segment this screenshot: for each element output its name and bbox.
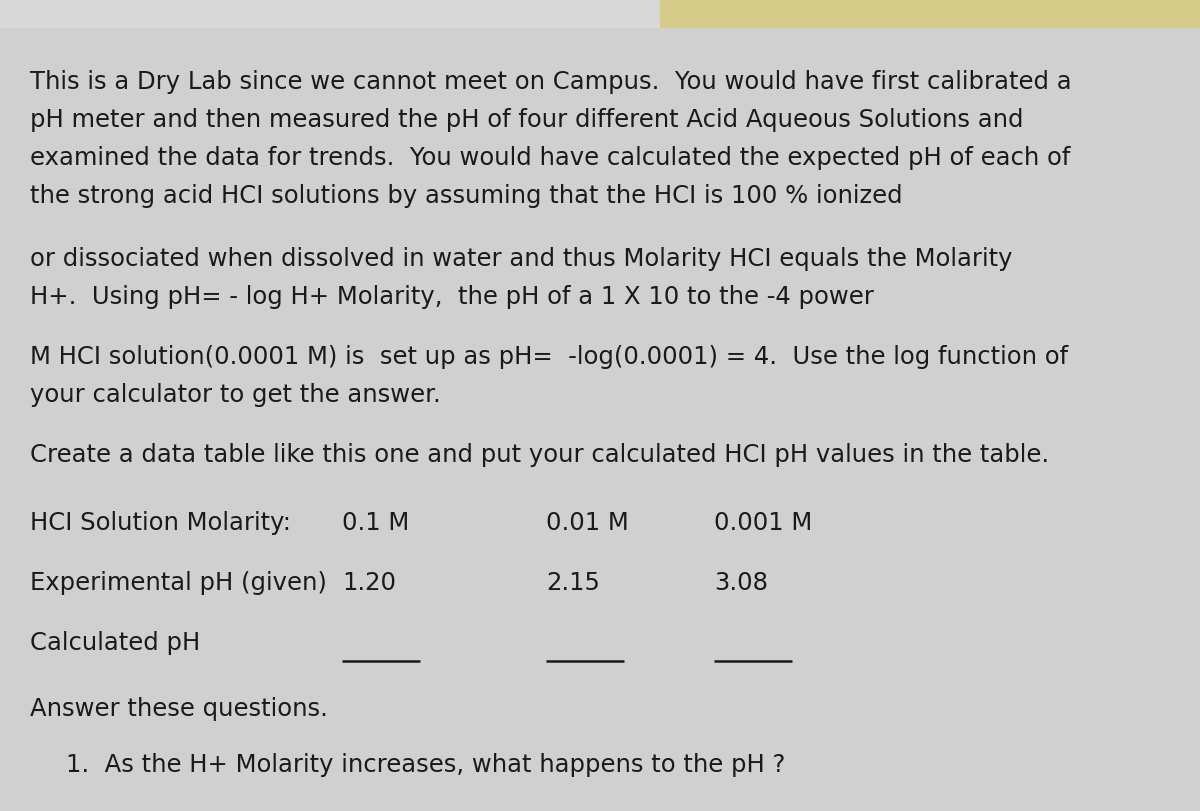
Text: Experimental pH (given): Experimental pH (given) (30, 571, 326, 595)
Text: 0.01 M: 0.01 M (546, 511, 629, 535)
Text: pH meter and then measured the pH of four different Acid Aqueous Solutions and: pH meter and then measured the pH of fou… (30, 108, 1024, 132)
Text: examined the data for trends.  You would have calculated the expected pH of each: examined the data for trends. You would … (30, 146, 1070, 170)
Text: your calculator to get the answer.: your calculator to get the answer. (30, 383, 440, 407)
Text: This is a Dry Lab since we cannot meet on Campus.  You would have first calibrat: This is a Dry Lab since we cannot meet o… (30, 70, 1072, 94)
Bar (0, 0, 660, 28)
Text: 2.15: 2.15 (546, 571, 600, 595)
Text: HCI Solution Molarity:: HCI Solution Molarity: (30, 511, 292, 535)
Text: or dissociated when dissolved in water and thus Molarity HCI equals the Molarity: or dissociated when dissolved in water a… (30, 247, 1013, 271)
Bar (660, 0, 1200, 28)
Text: Create a data table like this one and put your calculated HCI pH values in the t: Create a data table like this one and pu… (30, 443, 1049, 467)
Text: Answer these questions.: Answer these questions. (30, 697, 328, 721)
Text: 0.001 M: 0.001 M (714, 511, 812, 535)
Text: the strong acid HCI solutions by assuming that the HCI is 100 % ionized: the strong acid HCI solutions by assumin… (30, 184, 902, 208)
Text: 0.1 M: 0.1 M (342, 511, 409, 535)
Text: H+.  Using pH= - log H+ Molarity,  the pH of a 1 X 10 to the -4 power: H+. Using pH= - log H+ Molarity, the pH … (30, 285, 874, 309)
Text: 1.  As the H+ Molarity increases, what happens to the pH ?: 1. As the H+ Molarity increases, what ha… (66, 753, 785, 777)
Text: 1.20: 1.20 (342, 571, 396, 595)
Text: Calculated pH: Calculated pH (30, 631, 200, 655)
Text: M HCI solution(0.0001 M) is  set up as pH=  -log(0.0001) = 4.  Use the log funct: M HCI solution(0.0001 M) is set up as pH… (30, 345, 1068, 369)
Text: 3.08: 3.08 (714, 571, 768, 595)
